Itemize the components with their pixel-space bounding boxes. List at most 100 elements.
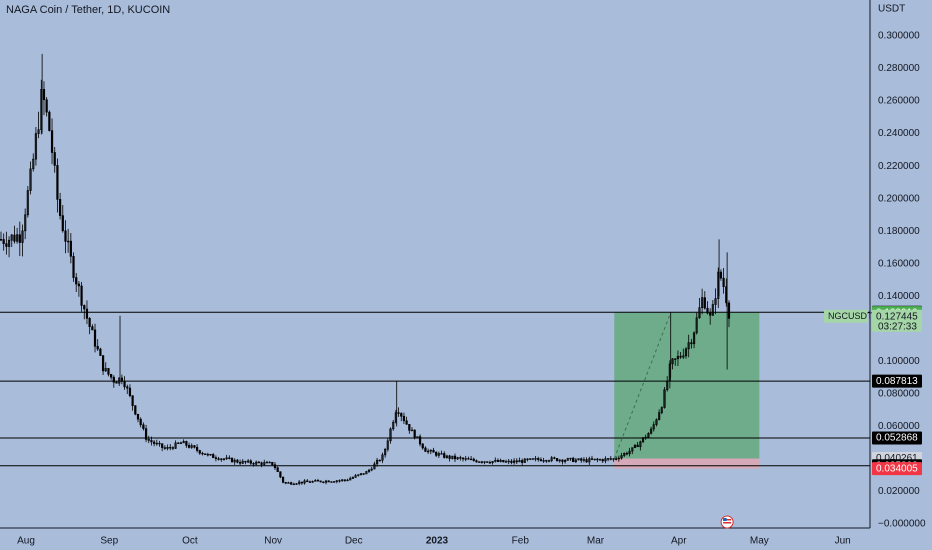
candle[interactable] bbox=[373, 463, 376, 470]
candle[interactable] bbox=[566, 458, 569, 461]
candle[interactable] bbox=[386, 440, 389, 450]
candle[interactable] bbox=[572, 457, 575, 463]
candle[interactable] bbox=[281, 476, 285, 483]
candle[interactable] bbox=[590, 458, 594, 460]
candle[interactable] bbox=[402, 415, 406, 422]
candle[interactable] bbox=[545, 460, 548, 462]
candle[interactable] bbox=[539, 459, 543, 462]
candle[interactable] bbox=[77, 283, 81, 287]
candle[interactable] bbox=[13, 234, 16, 242]
candle[interactable] bbox=[593, 458, 596, 461]
candle[interactable] bbox=[204, 453, 207, 455]
candle[interactable] bbox=[461, 457, 465, 460]
candle[interactable] bbox=[292, 483, 295, 486]
candle[interactable] bbox=[475, 460, 478, 463]
candle[interactable] bbox=[185, 441, 188, 446]
candle[interactable] bbox=[104, 368, 107, 372]
candle[interactable] bbox=[480, 461, 483, 463]
candle[interactable] bbox=[263, 462, 266, 465]
candle[interactable] bbox=[314, 480, 317, 482]
candle[interactable] bbox=[279, 471, 282, 478]
candle[interactable] bbox=[421, 443, 424, 449]
candle[interactable] bbox=[647, 433, 650, 438]
candle[interactable] bbox=[120, 377, 123, 382]
candle[interactable] bbox=[37, 129, 40, 134]
candle[interactable] bbox=[400, 413, 403, 417]
long-position-loss-zone[interactable] bbox=[614, 458, 760, 469]
candle[interactable] bbox=[684, 348, 688, 357]
candle[interactable] bbox=[617, 457, 620, 460]
candle[interactable] bbox=[427, 450, 430, 453]
candle[interactable] bbox=[504, 461, 508, 463]
candle[interactable] bbox=[625, 452, 629, 455]
candle[interactable] bbox=[534, 458, 537, 460]
candle[interactable] bbox=[569, 457, 572, 460]
candle[interactable] bbox=[652, 424, 655, 430]
candle[interactable] bbox=[34, 133, 38, 160]
candle[interactable] bbox=[128, 387, 132, 396]
candle[interactable] bbox=[727, 302, 731, 319]
candle[interactable] bbox=[486, 461, 489, 463]
candle[interactable] bbox=[238, 462, 242, 464]
candle[interactable] bbox=[706, 307, 709, 314]
candle[interactable] bbox=[319, 480, 322, 483]
candle[interactable] bbox=[451, 455, 454, 459]
candle[interactable] bbox=[542, 460, 545, 462]
candle[interactable] bbox=[212, 454, 215, 459]
candle[interactable] bbox=[67, 240, 70, 243]
candle[interactable] bbox=[303, 480, 306, 484]
candle[interactable] bbox=[405, 420, 408, 425]
candle[interactable] bbox=[244, 460, 247, 463]
candle[interactable] bbox=[550, 457, 553, 461]
candle[interactable] bbox=[389, 428, 392, 442]
candle[interactable] bbox=[64, 230, 67, 242]
candle[interactable] bbox=[695, 317, 698, 334]
candle[interactable] bbox=[21, 230, 24, 243]
candle[interactable] bbox=[512, 460, 516, 463]
candle[interactable] bbox=[448, 455, 451, 459]
candle[interactable] bbox=[75, 277, 78, 285]
candle[interactable] bbox=[561, 459, 564, 462]
candle[interactable] bbox=[674, 358, 677, 360]
candle[interactable] bbox=[346, 479, 349, 482]
candle[interactable] bbox=[722, 277, 725, 288]
candle[interactable] bbox=[671, 358, 674, 365]
candle[interactable] bbox=[456, 457, 459, 460]
candle[interactable] bbox=[332, 481, 336, 483]
candle[interactable] bbox=[290, 482, 293, 485]
candle[interactable] bbox=[217, 458, 220, 460]
candle[interactable] bbox=[488, 462, 492, 464]
candle[interactable] bbox=[0, 239, 3, 241]
candle[interactable] bbox=[521, 460, 524, 463]
candle[interactable] bbox=[330, 481, 333, 483]
candle[interactable] bbox=[198, 450, 201, 454]
candle[interactable] bbox=[588, 458, 591, 463]
candle[interactable] bbox=[663, 389, 666, 408]
candle[interactable] bbox=[435, 451, 438, 456]
candle[interactable] bbox=[222, 458, 226, 460]
candle[interactable] bbox=[311, 480, 314, 483]
candle[interactable] bbox=[491, 461, 494, 464]
candle[interactable] bbox=[155, 442, 158, 445]
candle[interactable] bbox=[80, 285, 83, 306]
candle[interactable] bbox=[85, 308, 89, 319]
candle[interactable] bbox=[413, 429, 416, 439]
candle[interactable] bbox=[649, 428, 653, 434]
candle[interactable] bbox=[682, 355, 685, 358]
candle[interactable] bbox=[144, 428, 148, 440]
candle[interactable] bbox=[182, 441, 185, 444]
candle[interactable] bbox=[287, 482, 290, 484]
candle[interactable] bbox=[429, 449, 432, 452]
candle[interactable] bbox=[443, 453, 446, 458]
candle[interactable] bbox=[88, 317, 91, 327]
candle[interactable] bbox=[606, 458, 610, 460]
candle[interactable] bbox=[558, 459, 561, 462]
candle[interactable] bbox=[50, 130, 54, 153]
candle[interactable] bbox=[410, 429, 414, 432]
candle[interactable] bbox=[483, 461, 486, 463]
candle[interactable] bbox=[190, 445, 193, 448]
candle[interactable] bbox=[112, 376, 115, 383]
candle[interactable] bbox=[518, 460, 521, 463]
candle[interactable] bbox=[351, 477, 355, 479]
candle[interactable] bbox=[692, 332, 696, 345]
